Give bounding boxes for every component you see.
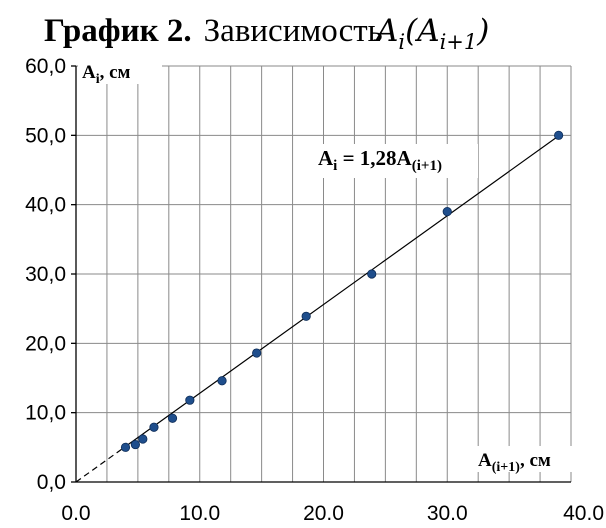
data-point [252,348,262,358]
y-tick-label: 20,0 [25,332,66,355]
data-point [120,442,131,452]
chart-title-formula: Ai(Ai+1) [373,13,489,54]
data-point [301,311,311,321]
trendline-equation: Ai = 1,28A(i+1) [318,146,442,174]
trendline-extrapolation [75,446,126,483]
data-points [120,130,564,452]
tick-labels: 0,0 10,0 20,0 30,0 40,0 50,0 60,0 0.0 10.0 20.0 30… [25,55,604,525]
data-point [167,413,178,423]
data-point [554,130,564,140]
data-point [367,269,377,279]
chart-title: График 2. Зависимость [44,13,383,49]
x-tick-label: 0.0 [61,502,90,525]
data-point [442,207,452,217]
equation-bg [312,144,478,178]
y-tick-label: 0,0 [37,471,66,494]
data-point [217,376,227,386]
data-point [130,439,140,450]
y-tick-label: 50,0 [25,124,66,147]
x-tick-label: 10.0 [179,502,220,525]
y-tick-label: 40,0 [25,194,66,217]
x-tick-label: 40.0 [563,502,604,525]
data-point [138,434,148,444]
trendline-fit [125,135,559,447]
trendline [75,135,559,483]
chart-title-bold: График 2. [44,13,192,49]
y-axis-label-bg [78,60,162,84]
data-point [149,422,159,432]
grid-lines [76,65,572,482]
y-tick-label: 60,0 [25,55,66,78]
x-tick-label: 20.0 [303,502,344,525]
y-axis-label: Ai, см [82,62,131,87]
axes [71,65,571,483]
y-tick-label: 10,0 [25,402,66,425]
x-axis-label-bg [476,446,588,472]
y-tick-label: 30,0 [25,263,66,286]
chart-title-text: Зависимость [204,13,383,49]
x-tick-label: 30.0 [427,502,468,525]
data-point [185,395,195,405]
